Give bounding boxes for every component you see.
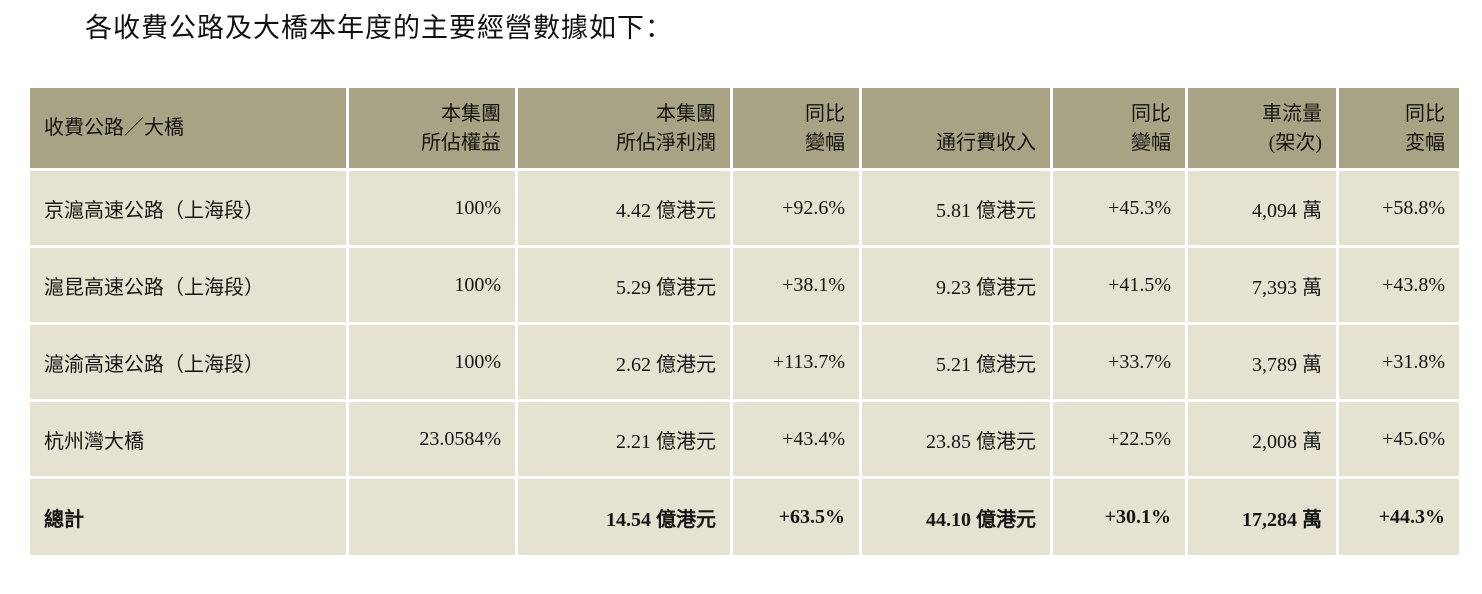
header-cell-traffic-volume: 車流量 (架次) bbox=[1188, 88, 1336, 168]
cell-yoy-revenue: +41.5% bbox=[1053, 248, 1185, 322]
cell-total-yoy-traffic: +44.3% bbox=[1339, 479, 1459, 555]
cell-group-interest: 23.0584% bbox=[349, 402, 515, 476]
cell-yoy-revenue: +45.3% bbox=[1053, 171, 1185, 245]
header-cell-yoy-change-1: 同比 變幅 bbox=[733, 88, 859, 168]
cell-net-profit: 5.29 億港元 bbox=[518, 248, 730, 322]
cell-road-name: 滬渝高速公路（上海段） bbox=[30, 325, 346, 399]
cell-traffic-volume: 7,393 萬 bbox=[1188, 248, 1336, 322]
cell-toll-revenue: 9.23 億港元 bbox=[862, 248, 1050, 322]
cell-total-yoy-profit: +63.5% bbox=[733, 479, 859, 555]
cell-yoy-revenue: +33.7% bbox=[1053, 325, 1185, 399]
cell-group-interest: 100% bbox=[349, 325, 515, 399]
cell-traffic-volume: 3,789 萬 bbox=[1188, 325, 1336, 399]
cell-total-interest bbox=[349, 479, 515, 555]
header-line: 變幅 bbox=[805, 132, 845, 154]
cell-total-label: 總計 bbox=[30, 479, 346, 555]
cell-net-profit: 2.62 億港元 bbox=[518, 325, 730, 399]
header-cell-road: 收費公路／大橋 bbox=[30, 88, 346, 168]
header-line: 同比 bbox=[1131, 103, 1171, 125]
cell-group-interest: 100% bbox=[349, 248, 515, 322]
cell-net-profit: 4.42 億港元 bbox=[518, 171, 730, 245]
cell-yoy-traffic: +45.6% bbox=[1339, 402, 1459, 476]
cell-toll-revenue: 23.85 億港元 bbox=[862, 402, 1050, 476]
header-line: 收費公路／大橋 bbox=[44, 116, 184, 139]
header-line: 本集團 bbox=[656, 103, 716, 125]
cell-toll-revenue: 5.21 億港元 bbox=[862, 325, 1050, 399]
header-line: (架次) bbox=[1268, 132, 1322, 154]
cell-total-net-profit: 14.54 億港元 bbox=[518, 479, 730, 555]
cell-traffic-volume: 4,094 萬 bbox=[1188, 171, 1336, 245]
cell-traffic-volume: 2,008 萬 bbox=[1188, 402, 1336, 476]
cell-road-name: 京滬高速公路（上海段） bbox=[30, 171, 346, 245]
header-line: 變幅 bbox=[1131, 132, 1171, 154]
cell-yoy-revenue: +22.5% bbox=[1053, 402, 1185, 476]
cell-road-name: 杭州灣大橋 bbox=[30, 402, 346, 476]
header-line: 変幅 bbox=[1405, 132, 1445, 154]
header-line: 同比 bbox=[805, 103, 845, 125]
cell-yoy-profit: +38.1% bbox=[733, 248, 859, 322]
header-cell-yoy-change-2: 同比 變幅 bbox=[1053, 88, 1185, 168]
cell-yoy-profit: +92.6% bbox=[733, 171, 859, 245]
header-cell-yoy-change-3: 同比 変幅 bbox=[1339, 88, 1459, 168]
header-cell-group-interest: 本集團 所佔權益 bbox=[349, 88, 515, 168]
cell-yoy-traffic: +58.8% bbox=[1339, 171, 1459, 245]
cell-road-name: 滬昆高速公路（上海段） bbox=[30, 248, 346, 322]
page-title: 各收費公路及大橋本年度的主要經營數據如下： bbox=[85, 13, 673, 43]
header-line: 所佔權益 bbox=[421, 132, 501, 154]
cell-yoy-traffic: +31.8% bbox=[1339, 325, 1459, 399]
cell-total-traffic-volume: 17,284 萬 bbox=[1188, 479, 1336, 555]
header-line: 通行費收入 bbox=[936, 132, 1036, 154]
cell-yoy-profit: +43.4% bbox=[733, 402, 859, 476]
toll-roads-table: 收費公路／大橋 本集團 所佔權益 本集團 所佔淨利潤 同比 變幅 通行費收入 同… bbox=[30, 88, 1459, 555]
cell-yoy-profit: +113.7% bbox=[733, 325, 859, 399]
header-cell-group-net-profit: 本集團 所佔淨利潤 bbox=[518, 88, 730, 168]
cell-toll-revenue: 5.81 億港元 bbox=[862, 171, 1050, 245]
header-line: 同比 bbox=[1405, 103, 1445, 125]
header-line: 本集團 bbox=[441, 103, 501, 125]
cell-net-profit: 2.21 億港元 bbox=[518, 402, 730, 476]
cell-total-yoy-revenue: +30.1% bbox=[1053, 479, 1185, 555]
cell-yoy-traffic: +43.8% bbox=[1339, 248, 1459, 322]
header-line: 車流量 bbox=[1262, 103, 1322, 125]
cell-total-toll-revenue: 44.10 億港元 bbox=[862, 479, 1050, 555]
header-line: 所佔淨利潤 bbox=[616, 132, 716, 154]
cell-group-interest: 100% bbox=[349, 171, 515, 245]
header-cell-toll-revenue: 通行費收入 bbox=[862, 88, 1050, 168]
